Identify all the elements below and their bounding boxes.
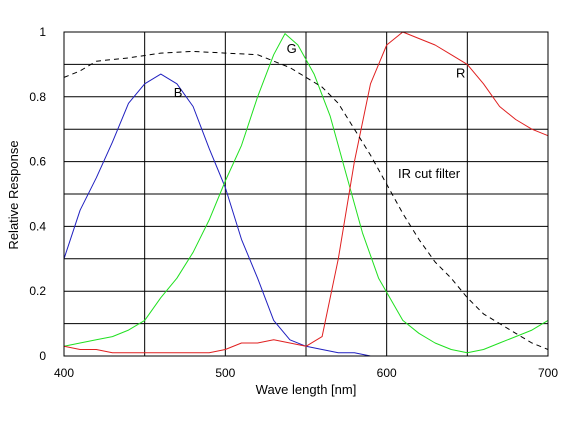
y-tick-labels: 0 0.2 0.4 0.6 0.8 1 xyxy=(29,25,46,363)
series-label-b: B xyxy=(174,85,183,100)
x-tick-label: 600 xyxy=(377,366,397,380)
y-tick-label: 0.8 xyxy=(29,90,46,104)
series-line-b xyxy=(63,73,371,357)
y-tick-label: 0.6 xyxy=(29,155,46,169)
series-labels: B G R IR cut filter xyxy=(174,41,466,181)
plot-frame xyxy=(63,31,549,357)
y-axis-title: Relative Response xyxy=(6,140,21,249)
y-tick-label: 0.2 xyxy=(29,284,46,298)
x-tick-label: 400 xyxy=(54,366,74,380)
y-tick-label: 1 xyxy=(39,25,46,39)
x-tick-label: 500 xyxy=(215,366,235,380)
series-label-ir-cut-filter: IR cut filter xyxy=(398,166,461,181)
series-label-r: R xyxy=(456,65,465,80)
series-label-g: G xyxy=(287,41,297,56)
series-lines xyxy=(63,31,549,357)
series-line-r xyxy=(63,31,549,354)
x-tick-label: 700 xyxy=(538,366,558,380)
grid xyxy=(64,32,548,356)
y-tick-label: 0 xyxy=(39,349,46,363)
series-line-ir-cut-filter xyxy=(63,50,549,350)
series-line-g xyxy=(63,33,549,354)
x-tick-labels: 400 500 600 700 xyxy=(54,366,558,380)
y-tick-label: 0.4 xyxy=(29,219,46,233)
x-axis-title: Wave length [nm] xyxy=(256,382,357,397)
